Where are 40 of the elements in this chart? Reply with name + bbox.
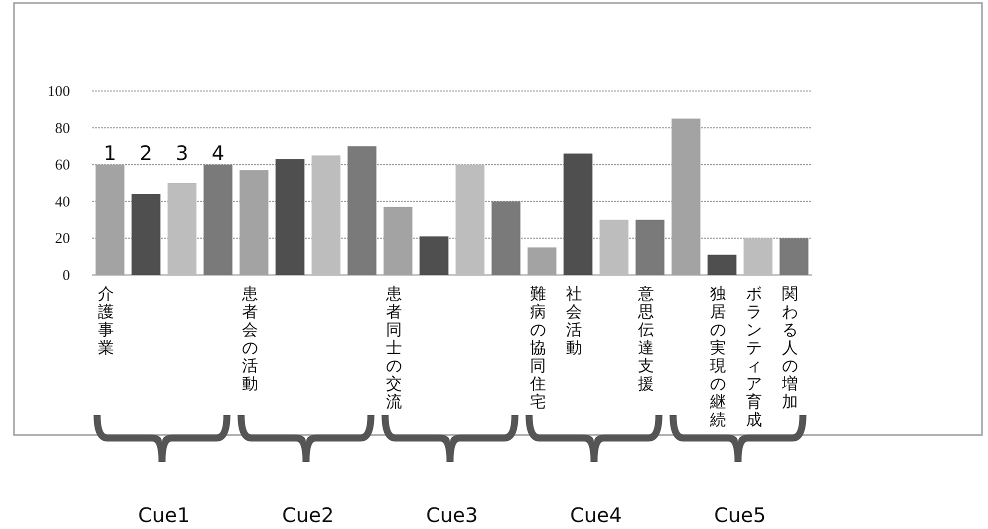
y-tick-label: 80 (55, 120, 70, 137)
bar (312, 155, 340, 275)
bar (492, 201, 520, 275)
x-tick-label: 患者同士の交流 (385, 284, 402, 411)
bar (564, 154, 592, 275)
bar (204, 164, 232, 275)
bar (348, 146, 376, 275)
x-tick-label: ボランティア育成 (746, 284, 762, 429)
x-tick-label: 独居の実現の継続 (709, 284, 726, 429)
bar (168, 183, 196, 275)
x-tick-label: 患者会の活動 (241, 284, 258, 393)
bar (132, 194, 160, 275)
annotation: 3 (176, 141, 188, 165)
y-tick-label: 60 (55, 158, 70, 174)
text: Cue2 (282, 503, 334, 527)
x-tick-label: 難病の協同住宅 (529, 284, 546, 411)
x-tick-label: 関わる人の増加 (781, 284, 798, 411)
annotation: 2 (140, 141, 152, 165)
bar (420, 236, 448, 275)
x-tick-label: 社会活動 (566, 284, 582, 357)
text: Cue3 (426, 503, 478, 527)
bar (276, 159, 304, 275)
bar (708, 254, 736, 275)
annotation: 1 (104, 141, 116, 165)
text: Cue5 (714, 503, 766, 527)
bar (636, 220, 664, 275)
bar (600, 220, 628, 275)
y-tick-label: 100 (48, 84, 70, 100)
y-tick-label: 20 (55, 231, 70, 248)
x-tick-label: 介護事業 (98, 284, 114, 357)
y-tick-label: 40 (55, 194, 70, 210)
bar (780, 238, 808, 275)
annotation: 4 (212, 141, 224, 165)
x-tick-label: 意思伝達支援 (637, 284, 654, 393)
y-tick-label: 0 (62, 268, 70, 284)
bar (456, 164, 484, 275)
bar (528, 247, 556, 275)
text: Cue1 (138, 503, 190, 527)
text: Cue4 (570, 503, 622, 527)
bar (744, 238, 772, 275)
